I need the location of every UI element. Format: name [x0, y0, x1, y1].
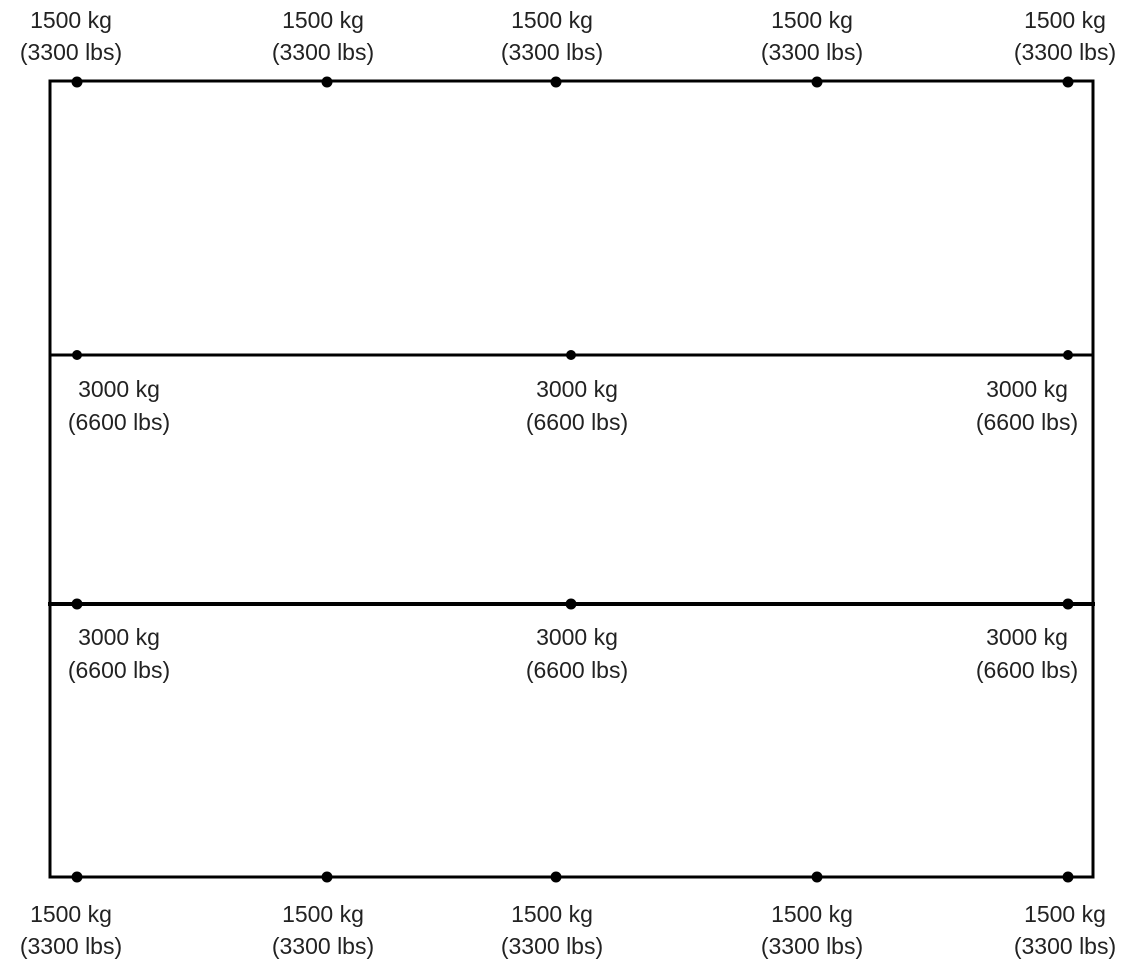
- load-point-mid2-3: [1062, 598, 1074, 610]
- load-label-bottom-2: 1500 kg (3300 lbs): [272, 901, 374, 959]
- load-kg: 1500 kg: [771, 901, 853, 927]
- load-lbs: (3300 lbs): [1014, 39, 1116, 65]
- load-lbs: (3300 lbs): [20, 39, 122, 65]
- load-lbs: (3300 lbs): [272, 933, 374, 959]
- load-label-top-4: 1500 kg (3300 lbs): [761, 7, 863, 65]
- load-label-top-5: 1500 kg (3300 lbs): [1014, 7, 1116, 65]
- load-point-bottom-3: [550, 871, 562, 883]
- load-label-bottom-1: 1500 kg (3300 lbs): [20, 901, 122, 959]
- load-kg: 1500 kg: [511, 901, 593, 927]
- load-point-top-1: [71, 76, 83, 88]
- load-point-bottom-4: [811, 871, 823, 883]
- load-point-bottom-1: [71, 871, 83, 883]
- load-label-mid1-1: 3000 kg (6600 lbs): [68, 376, 170, 435]
- load-kg: 1500 kg: [282, 7, 364, 33]
- load-label-bottom-3: 1500 kg (3300 lbs): [501, 901, 603, 959]
- load-kg: 3000 kg: [986, 624, 1068, 650]
- load-kg: 3000 kg: [536, 624, 618, 650]
- load-label-top-2: 1500 kg (3300 lbs): [272, 7, 374, 65]
- load-label-mid1-3: 3000 kg (6600 lbs): [976, 376, 1078, 435]
- load-kg: 1500 kg: [1024, 7, 1106, 33]
- load-kg: 1500 kg: [282, 901, 364, 927]
- load-kg: 3000 kg: [78, 376, 160, 402]
- load-label-top-3: 1500 kg (3300 lbs): [501, 7, 603, 65]
- load-label-mid2-3: 3000 kg (6600 lbs): [976, 624, 1078, 683]
- load-lbs: (6600 lbs): [976, 657, 1078, 683]
- outer-frame: [48, 79, 1095, 879]
- load-kg: 3000 kg: [536, 376, 618, 402]
- load-point-mid2-2: [565, 598, 577, 610]
- load-point-mid1-1: [72, 350, 82, 360]
- load-label-mid2-2: 3000 kg (6600 lbs): [526, 624, 628, 683]
- load-lbs: (6600 lbs): [526, 409, 628, 435]
- load-lbs: (3300 lbs): [501, 39, 603, 65]
- load-lbs: (6600 lbs): [68, 657, 170, 683]
- load-kg: 1500 kg: [771, 7, 853, 33]
- load-kg: 3000 kg: [78, 624, 160, 650]
- load-lbs: (6600 lbs): [68, 409, 170, 435]
- load-point-top-2: [321, 76, 333, 88]
- load-lbs: (3300 lbs): [761, 39, 863, 65]
- load-kg: 3000 kg: [986, 376, 1068, 402]
- load-kg: 1500 kg: [30, 7, 112, 33]
- load-lbs: (3300 lbs): [1014, 933, 1116, 959]
- load-point-top-5: [1062, 76, 1074, 88]
- load-lbs: (6600 lbs): [976, 409, 1078, 435]
- load-point-top-3: [550, 76, 562, 88]
- load-lbs: (3300 lbs): [272, 39, 374, 65]
- load-label-top-1: 1500 kg (3300 lbs): [20, 7, 122, 65]
- load-lbs: (3300 lbs): [20, 933, 122, 959]
- load-point-mid1-2: [566, 350, 576, 360]
- load-point-top-4: [811, 76, 823, 88]
- load-point-mid1-3: [1063, 350, 1073, 360]
- load-lbs: (3300 lbs): [501, 933, 603, 959]
- load-label-bottom-5: 1500 kg (3300 lbs): [1014, 901, 1116, 959]
- load-lbs: (6600 lbs): [526, 657, 628, 683]
- load-kg: 1500 kg: [1024, 901, 1106, 927]
- load-label-mid2-1: 3000 kg (6600 lbs): [68, 624, 170, 683]
- load-point-mid2-1: [71, 598, 83, 610]
- load-label-mid1-2: 3000 kg (6600 lbs): [526, 376, 628, 435]
- load-kg: 1500 kg: [30, 901, 112, 927]
- load-point-bottom-5: [1062, 871, 1074, 883]
- load-kg: 1500 kg: [511, 7, 593, 33]
- load-point-bottom-2: [321, 871, 333, 883]
- load-lbs: (3300 lbs): [761, 933, 863, 959]
- load-label-bottom-4: 1500 kg (3300 lbs): [761, 901, 863, 959]
